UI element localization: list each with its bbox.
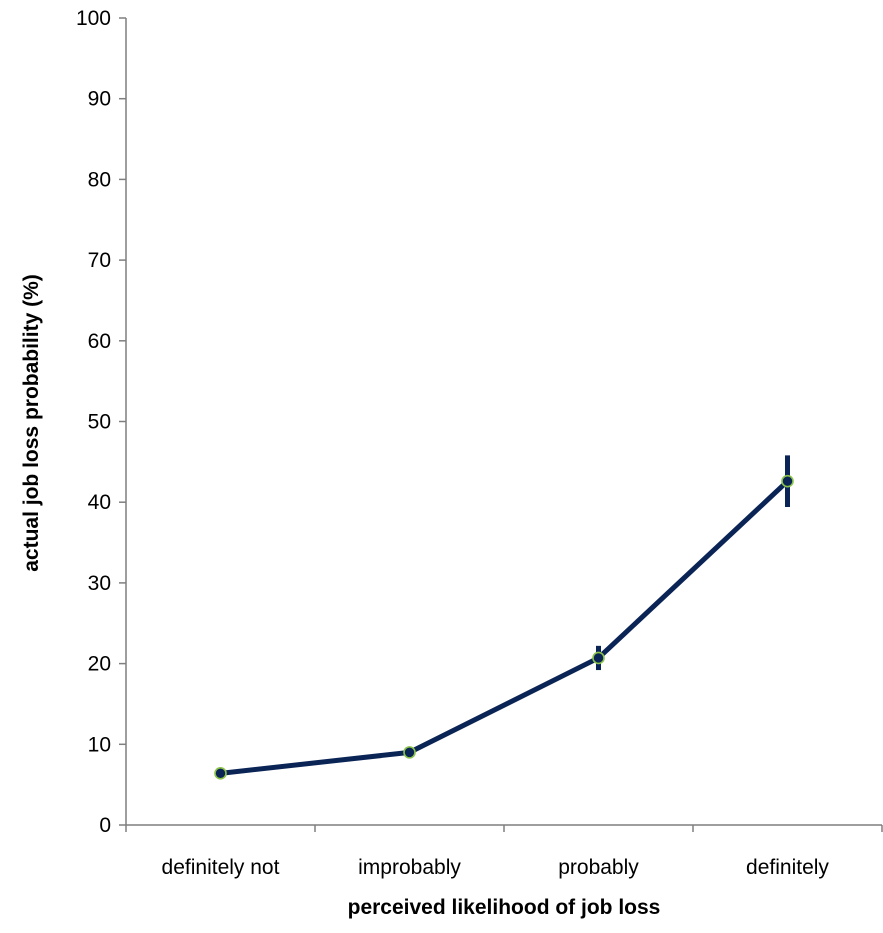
- y-tick-label: 70: [88, 249, 111, 272]
- series-group: [214, 455, 794, 780]
- x-axis-title: perceived likelihood of job loss: [348, 896, 661, 919]
- y-tick-label: 50: [88, 411, 111, 434]
- y-tick-label: 100: [76, 7, 111, 30]
- x-tick-label: probably: [558, 856, 639, 879]
- x-tick-label: definitely: [746, 856, 829, 879]
- data-point: [403, 746, 416, 759]
- y-tick-label: 80: [88, 168, 111, 191]
- data-point: [781, 474, 794, 488]
- y-tick-label: 60: [88, 330, 111, 353]
- y-tick-label: 90: [88, 88, 111, 111]
- y-axis-title: actual job loss probability (%): [20, 274, 43, 572]
- y-tick-label: 40: [88, 491, 111, 514]
- y-tick-label: 20: [88, 653, 111, 676]
- tick-labels: 0 10 20 30 40 50 60 70 80 90 100 definitely not impr…: [76, 7, 829, 879]
- y-tick-label: 0: [99, 814, 111, 837]
- series-line: [218, 478, 790, 776]
- data-point: [592, 651, 605, 665]
- x-tick-label: definitely not: [162, 856, 280, 879]
- y-tick-label: 10: [88, 733, 111, 756]
- y-tick-label: 30: [88, 572, 111, 595]
- x-tick-label: improbably: [358, 856, 461, 879]
- axes: [119, 17, 883, 832]
- data-point: [214, 767, 227, 780]
